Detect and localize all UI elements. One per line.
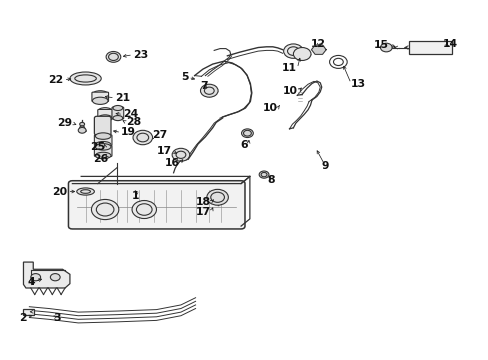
Text: 27: 27 xyxy=(152,130,167,140)
Text: 19: 19 xyxy=(121,127,136,138)
FancyBboxPatch shape xyxy=(98,109,112,119)
FancyBboxPatch shape xyxy=(408,41,451,54)
Text: 9: 9 xyxy=(321,161,328,171)
Text: 10: 10 xyxy=(283,86,298,96)
Text: 21: 21 xyxy=(115,93,130,103)
Circle shape xyxy=(91,199,119,220)
Text: 16: 16 xyxy=(164,158,180,168)
Circle shape xyxy=(241,129,253,138)
Text: 1: 1 xyxy=(132,191,139,201)
Circle shape xyxy=(200,84,218,97)
Ellipse shape xyxy=(113,116,122,121)
Text: 29: 29 xyxy=(57,118,72,128)
Text: 23: 23 xyxy=(133,50,148,60)
Text: 22: 22 xyxy=(48,75,63,85)
Text: 17: 17 xyxy=(196,207,211,217)
Circle shape xyxy=(80,126,84,130)
FancyBboxPatch shape xyxy=(94,116,111,135)
Ellipse shape xyxy=(95,141,111,148)
Text: 2: 2 xyxy=(19,312,27,323)
Circle shape xyxy=(106,51,121,62)
Circle shape xyxy=(50,274,60,281)
FancyBboxPatch shape xyxy=(68,181,244,229)
Text: 12: 12 xyxy=(311,39,325,49)
Text: 4: 4 xyxy=(27,276,35,287)
Text: 7: 7 xyxy=(200,81,208,91)
Circle shape xyxy=(31,274,41,281)
Text: 13: 13 xyxy=(350,78,366,89)
Ellipse shape xyxy=(95,133,111,139)
Circle shape xyxy=(259,171,268,178)
FancyBboxPatch shape xyxy=(94,145,112,157)
FancyBboxPatch shape xyxy=(94,135,112,146)
Ellipse shape xyxy=(70,72,101,85)
Ellipse shape xyxy=(92,97,108,104)
Circle shape xyxy=(132,201,156,219)
Ellipse shape xyxy=(95,144,111,150)
Circle shape xyxy=(133,130,152,145)
Circle shape xyxy=(80,122,84,126)
Ellipse shape xyxy=(113,105,122,111)
Circle shape xyxy=(380,43,391,52)
FancyBboxPatch shape xyxy=(23,309,34,315)
Ellipse shape xyxy=(95,152,111,159)
Text: 24: 24 xyxy=(123,109,138,120)
Circle shape xyxy=(283,44,303,58)
Ellipse shape xyxy=(92,91,108,98)
FancyBboxPatch shape xyxy=(92,92,108,102)
Text: 3: 3 xyxy=(53,312,61,323)
Text: 20: 20 xyxy=(52,186,67,197)
Text: 18: 18 xyxy=(196,197,211,207)
Ellipse shape xyxy=(98,115,112,121)
Text: 5: 5 xyxy=(181,72,188,82)
Text: 17: 17 xyxy=(157,146,172,156)
Polygon shape xyxy=(311,45,325,54)
Circle shape xyxy=(172,148,189,161)
Text: 15: 15 xyxy=(373,40,388,50)
Ellipse shape xyxy=(98,108,112,114)
Circle shape xyxy=(78,127,86,133)
Ellipse shape xyxy=(77,188,94,195)
Text: 10: 10 xyxy=(262,103,277,113)
Circle shape xyxy=(206,189,228,205)
Circle shape xyxy=(293,48,310,60)
Text: 25: 25 xyxy=(90,142,105,152)
Text: 8: 8 xyxy=(267,175,275,185)
Text: 14: 14 xyxy=(442,39,457,49)
Polygon shape xyxy=(23,262,70,288)
Text: 11: 11 xyxy=(282,63,297,73)
Text: 28: 28 xyxy=(126,117,141,127)
Text: 6: 6 xyxy=(240,140,248,150)
Text: 26: 26 xyxy=(93,154,108,164)
FancyBboxPatch shape xyxy=(112,107,123,119)
